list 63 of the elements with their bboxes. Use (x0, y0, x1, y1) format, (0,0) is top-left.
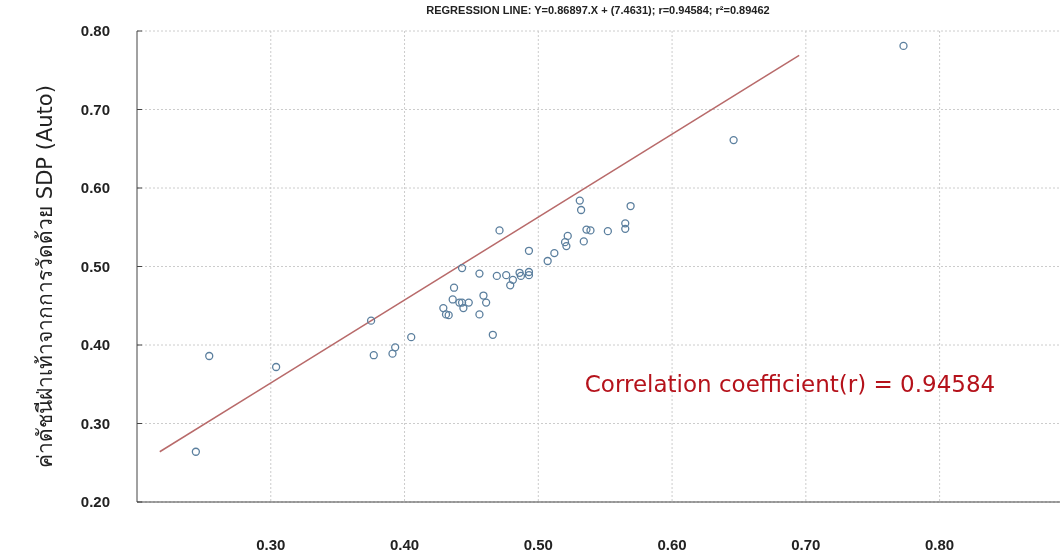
point (543, 256, 552, 266)
point (457, 298, 467, 307)
point (444, 311, 453, 320)
x-tick-label: 0.70 (791, 536, 821, 553)
point (626, 201, 635, 211)
point (366, 316, 376, 325)
point (508, 275, 518, 284)
y-tick-label: 0.60 (80, 179, 110, 196)
x-tick-label: 0.60 (657, 536, 687, 553)
point (729, 135, 738, 145)
point (391, 343, 400, 352)
y-axis-title: ค่าดัชนีฝ่าเท้าจากการวัดด้วย SDP (Auto) (33, 85, 57, 468)
y-tick-label: 0.30 (80, 414, 110, 432)
point (475, 310, 484, 319)
point (576, 205, 586, 215)
point (502, 270, 511, 280)
x-tick-label: 0.50 (523, 536, 553, 553)
y-tick-label: 0.50 (80, 257, 110, 275)
point (516, 271, 526, 281)
point (603, 227, 613, 236)
point (455, 298, 464, 307)
chart-title: REGRESSION LINE: Y=0.86897.X + (7.4631); r=0.94584; r²=0.89462 (426, 4, 770, 16)
point (495, 226, 504, 235)
point (475, 269, 484, 278)
y-tick-label: 0.70 (80, 100, 110, 118)
y-tick-label: 0.80 (80, 22, 110, 39)
point (448, 295, 457, 304)
point (621, 224, 630, 233)
point (449, 283, 459, 292)
point (388, 349, 397, 358)
point (457, 263, 467, 273)
point (563, 231, 572, 241)
point (369, 351, 378, 360)
point (562, 241, 571, 251)
point (575, 196, 584, 205)
y-tick-label: 0.40 (80, 336, 110, 353)
point (407, 333, 416, 342)
point (515, 268, 524, 277)
y-tick-label: 0.20 (80, 493, 110, 510)
point (582, 225, 591, 234)
point (441, 310, 451, 319)
point (271, 362, 281, 372)
point (191, 447, 201, 456)
point (579, 237, 588, 246)
point (492, 271, 501, 281)
point (550, 249, 559, 258)
point (621, 219, 630, 228)
point (524, 246, 534, 255)
x-tick-label: 0.40 (389, 536, 420, 553)
point (205, 351, 214, 361)
point (439, 303, 448, 313)
point (481, 298, 491, 307)
point (479, 291, 488, 300)
point (899, 41, 908, 51)
point (506, 281, 515, 290)
point (459, 303, 468, 313)
point (464, 298, 473, 307)
point (488, 330, 497, 339)
point (560, 238, 570, 247)
annotation: Correlation coefficient(r) = 0.94584 (584, 371, 996, 397)
x-tick-label: 0.30 (256, 536, 286, 553)
x-tick-label: 0.80 (925, 536, 955, 553)
point (586, 226, 595, 235)
